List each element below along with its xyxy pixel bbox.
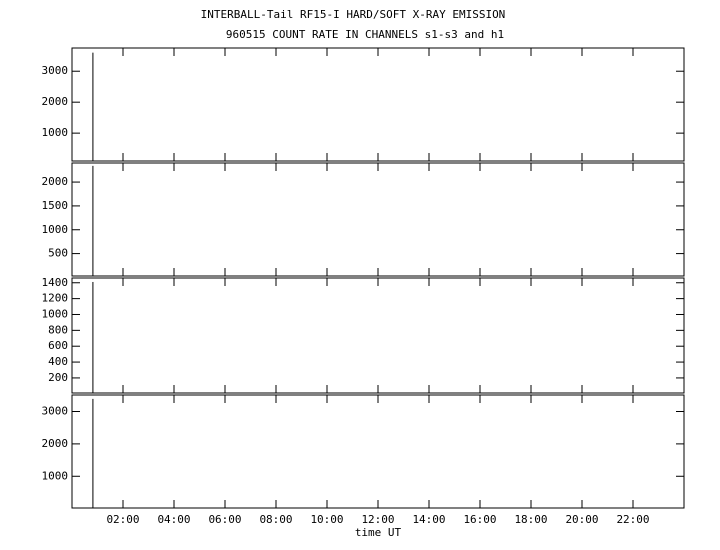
x-tick-label: 06:00 <box>208 513 241 526</box>
y-tick-label: 800 <box>48 323 68 336</box>
x-tick-label: 18:00 <box>514 513 547 526</box>
y-tick-label: 200 <box>48 371 68 384</box>
y-tick-label: 2000 <box>42 95 69 108</box>
x-tick-label: 04:00 <box>157 513 190 526</box>
y-tick-label: 1000 <box>42 126 69 139</box>
x-tick-label: 12:00 <box>361 513 394 526</box>
y-tick-label: 1000 <box>42 469 69 482</box>
x-tick-label: 08:00 <box>259 513 292 526</box>
y-tick-label: 3000 <box>42 405 69 418</box>
x-tick-label: 16:00 <box>463 513 496 526</box>
y-tick-label: 1200 <box>42 292 69 305</box>
chart-subtitle: 960515 COUNT RATE IN CHANNELS s1-s3 and … <box>226 28 504 41</box>
x-tick-label: 22:00 <box>616 513 649 526</box>
y-tick-label: 500 <box>48 247 68 260</box>
x-tick-label: 10:00 <box>310 513 343 526</box>
x-tick-label: 14:00 <box>412 513 445 526</box>
y-tick-label: 1500 <box>42 199 69 212</box>
y-tick-label: 2000 <box>42 175 69 188</box>
x-axis-label: time UT <box>355 526 402 539</box>
y-tick-label: 1400 <box>42 276 69 289</box>
y-tick-label: 3000 <box>42 64 69 77</box>
y-tick-label: 2000 <box>42 437 69 450</box>
y-tick-label: 600 <box>48 339 68 352</box>
x-tick-label: 02:00 <box>106 513 139 526</box>
chart-title: INTERBALL-Tail RF15-I HARD/SOFT X-RAY EM… <box>201 8 506 21</box>
y-tick-label: 1000 <box>42 307 69 320</box>
y-tick-label: 400 <box>48 355 68 368</box>
y-tick-label: 1000 <box>42 223 69 236</box>
x-tick-label: 20:00 <box>565 513 598 526</box>
